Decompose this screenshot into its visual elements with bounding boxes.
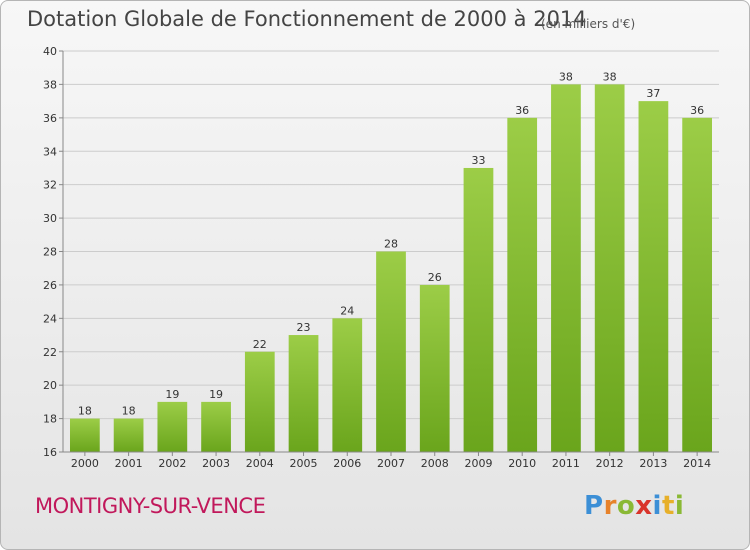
y-tick-label: 34 [43, 145, 57, 158]
y-tick-label: 30 [43, 212, 57, 225]
commune-name: MONTIGNY-SUR-VENCE [35, 494, 266, 518]
bar-2001 [113, 418, 144, 452]
bar-2000 [69, 418, 100, 452]
data-label-2001: 18 [122, 405, 136, 418]
data-label-2004: 22 [253, 338, 267, 351]
x-tick-label-2014: 2014 [683, 457, 711, 470]
x-tick-label-2006: 2006 [333, 457, 361, 470]
bar-2004 [244, 351, 275, 452]
data-label-2000: 18 [78, 405, 92, 418]
chart-title: Dotation Globale de Fonctionnement de 20… [27, 7, 587, 31]
data-label-2002: 19 [165, 388, 179, 401]
bar-2010 [507, 117, 538, 452]
data-label-2003: 19 [209, 388, 223, 401]
data-label-2012: 38 [603, 70, 617, 83]
bar-2009 [463, 167, 494, 453]
x-tick-label-2005: 2005 [290, 457, 318, 470]
y-tick-label: 18 [43, 413, 57, 426]
x-tick-label-2011: 2011 [552, 457, 580, 470]
data-label-2013: 37 [646, 87, 660, 100]
x-tick-label-2010: 2010 [508, 457, 536, 470]
y-tick-label: 16 [43, 446, 57, 459]
bar-2003 [201, 401, 231, 452]
bar-2006 [332, 318, 363, 452]
y-tick-label: 38 [43, 78, 57, 91]
x-tick-label-2007: 2007 [377, 457, 405, 470]
y-tick-label: 22 [43, 346, 57, 359]
axes: 16 18 20 22 24 26 28 30 32 34 36 38 40 2000 2001 2002 20… [43, 45, 719, 470]
x-tick-label-2008: 2008 [421, 457, 449, 470]
x-tick-label-2009: 2009 [464, 457, 492, 470]
x-tick-label-2001: 2001 [115, 457, 143, 470]
bar-2011 [551, 84, 581, 453]
x-tick-label-2013: 2013 [639, 457, 667, 470]
bar-2008 [419, 284, 450, 452]
x-tick-label-2012: 2012 [596, 457, 624, 470]
bar-2012 [594, 84, 625, 453]
y-tick-label: 40 [43, 45, 57, 58]
data-label-2007: 28 [384, 238, 398, 251]
bar-2005 [288, 335, 319, 452]
bar-2014 [682, 117, 713, 452]
data-label-2009: 33 [471, 154, 485, 167]
y-tick-label: 36 [43, 112, 57, 125]
x-tick-label-2002: 2002 [158, 457, 186, 470]
x-tick-label-2000: 2000 [71, 457, 99, 470]
data-label-2008: 26 [428, 271, 442, 284]
y-tick-label: 24 [43, 312, 57, 325]
x-tick-label-2004: 2004 [246, 457, 274, 470]
bar-2013 [638, 101, 669, 452]
data-label-2006: 24 [340, 304, 354, 317]
bars: 18 18 19 19 22 23 24 28 26 33 36 38 38 37 36 [69, 70, 713, 453]
x-tick-label-2003: 2003 [202, 457, 230, 470]
data-label-2011: 38 [559, 70, 573, 83]
proxiti-logo: Proxiti [584, 491, 685, 521]
bar-2007 [376, 251, 406, 452]
data-label-2010: 36 [515, 104, 529, 117]
data-label-2005: 23 [297, 321, 311, 334]
y-tick-label: 26 [43, 279, 57, 292]
y-tick-label: 20 [43, 379, 57, 392]
y-tick-label: 28 [43, 246, 57, 259]
data-label-2014: 36 [690, 104, 704, 117]
y-tick-label: 32 [43, 179, 57, 192]
unit-note: (en milliers d'€) [541, 17, 636, 31]
bar-2002 [157, 401, 188, 452]
